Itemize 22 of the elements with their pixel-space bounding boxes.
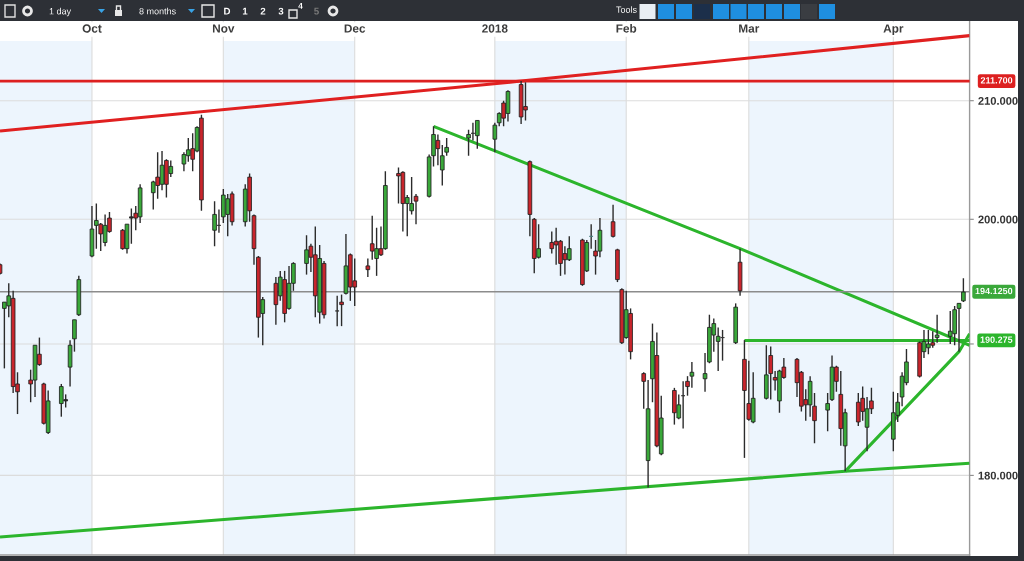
y-tick-label: 210.000 bbox=[978, 96, 1018, 105]
data-label: 190.275 bbox=[980, 336, 1013, 343]
text: 5 bbox=[314, 7, 319, 15]
y-tick-label: 200.000 bbox=[978, 215, 1018, 224]
text: 2 bbox=[260, 7, 266, 15]
x-tick-label: Mar bbox=[739, 24, 760, 33]
x-tick-label: Feb bbox=[616, 24, 637, 33]
ref-line-label: 211.700 bbox=[980, 77, 1013, 84]
x-tick-label: Apr bbox=[883, 24, 904, 35]
x-tick-label: Nov bbox=[212, 24, 235, 33]
text: 1 bbox=[242, 7, 248, 15]
text: Tools bbox=[616, 6, 637, 13]
ref-line-label: 194.1250 bbox=[975, 287, 1013, 295]
text: D bbox=[224, 7, 231, 15]
x-tick-label: 2018 bbox=[482, 24, 508, 33]
x-tick-label: Oct bbox=[82, 24, 102, 33]
text: 8 months bbox=[139, 7, 176, 15]
y-tick-label: 180.000 bbox=[978, 471, 1018, 480]
text: 4 bbox=[298, 2, 303, 9]
x-tick-label: Dec bbox=[344, 24, 366, 33]
text: 1 day bbox=[49, 7, 72, 17]
text: 3 bbox=[278, 7, 284, 15]
